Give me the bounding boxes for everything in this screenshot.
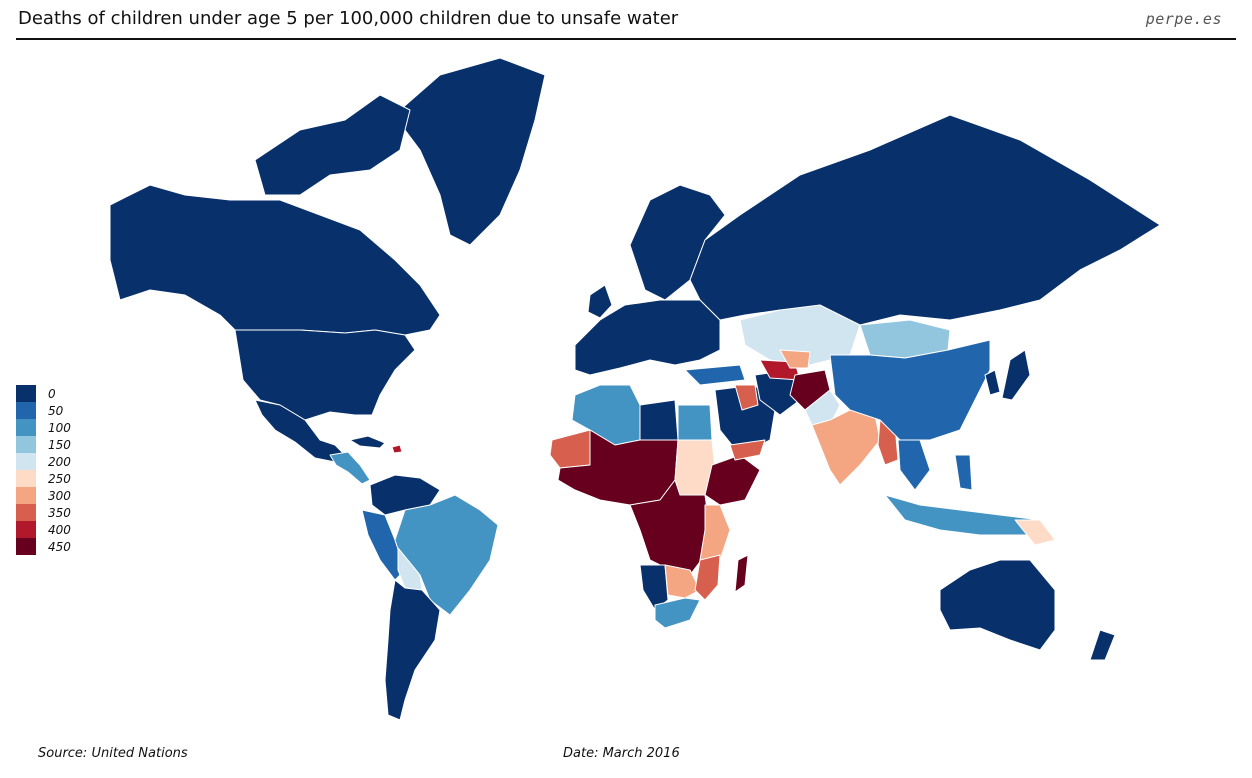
legend-label: 450	[48, 539, 71, 554]
country-australia	[939, 559, 1056, 651]
countries	[109, 57, 1161, 721]
country-uk	[587, 284, 613, 319]
country-philippines	[954, 454, 973, 491]
country-korea	[984, 369, 1001, 396]
country-canada	[109, 184, 441, 336]
legend-row: 50	[16, 402, 71, 419]
country-egypt	[677, 404, 713, 441]
site-credit: perpe.es	[1145, 10, 1222, 28]
legend-label: 150	[48, 437, 71, 452]
legend: 0 50 100 150 200 250 300 350 400 450	[16, 385, 71, 555]
source-note: Source: United Nations	[38, 746, 188, 761]
legend-label: 350	[48, 505, 71, 520]
legend-swatch	[16, 538, 36, 555]
country-western-europe	[574, 299, 721, 376]
country-russia	[689, 114, 1161, 326]
country-yemen	[729, 439, 766, 461]
legend-swatch	[16, 521, 36, 538]
legend-label: 400	[48, 522, 71, 537]
country-libya	[639, 399, 679, 441]
country-uzbekistan	[779, 349, 811, 369]
country-central-america	[329, 451, 371, 485]
legend-label: 300	[48, 488, 71, 503]
country-scandinavia	[629, 184, 726, 301]
legend-row: 350	[16, 504, 71, 521]
map-title: Deaths of children under age 5 per 100,0…	[18, 8, 679, 29]
country-mauritania	[549, 429, 591, 469]
country-india	[811, 409, 881, 486]
country-china	[829, 339, 991, 441]
country-turkey	[684, 364, 746, 386]
country-haiti	[391, 444, 403, 454]
legend-row: 250	[16, 470, 71, 487]
legend-row: 400	[16, 521, 71, 538]
legend-swatch	[16, 402, 36, 419]
legend-label: 0	[48, 386, 56, 401]
legend-label: 200	[48, 454, 71, 469]
country-png	[1014, 519, 1056, 546]
country-new-zealand	[1089, 629, 1116, 661]
legend-label: 250	[48, 471, 71, 486]
legend-row: 100	[16, 419, 71, 436]
legend-row: 0	[16, 385, 71, 402]
legend-swatch	[16, 453, 36, 470]
title-rule	[16, 38, 1236, 40]
country-canada-islands	[254, 94, 411, 196]
country-zambia	[664, 564, 701, 599]
date-note: Date: March 2016	[563, 746, 680, 761]
legend-row: 450	[16, 538, 71, 555]
legend-swatch	[16, 487, 36, 504]
legend-swatch	[16, 385, 36, 402]
legend-row: 150	[16, 436, 71, 453]
country-greenland	[399, 57, 546, 246]
legend-swatch	[16, 504, 36, 521]
country-kenya-tanzania	[699, 504, 731, 561]
country-iraq	[734, 384, 759, 411]
country-japan	[1001, 349, 1031, 401]
country-mozambique	[694, 554, 721, 601]
country-south-africa	[654, 597, 701, 629]
country-argentina-chile	[384, 579, 441, 721]
legend-label: 100	[48, 420, 71, 435]
legend-swatch	[16, 436, 36, 453]
world-choropleth-map	[109, 57, 1161, 721]
country-pakistan	[804, 389, 841, 426]
legend-swatch	[16, 419, 36, 436]
legend-row: 200	[16, 453, 71, 470]
legend-row: 300	[16, 487, 71, 504]
country-indonesia	[884, 494, 1041, 536]
legend-label: 50	[48, 403, 64, 418]
country-cuba	[349, 435, 386, 449]
legend-swatch	[16, 470, 36, 487]
country-madagascar	[734, 554, 749, 593]
country-indochina	[897, 439, 931, 491]
